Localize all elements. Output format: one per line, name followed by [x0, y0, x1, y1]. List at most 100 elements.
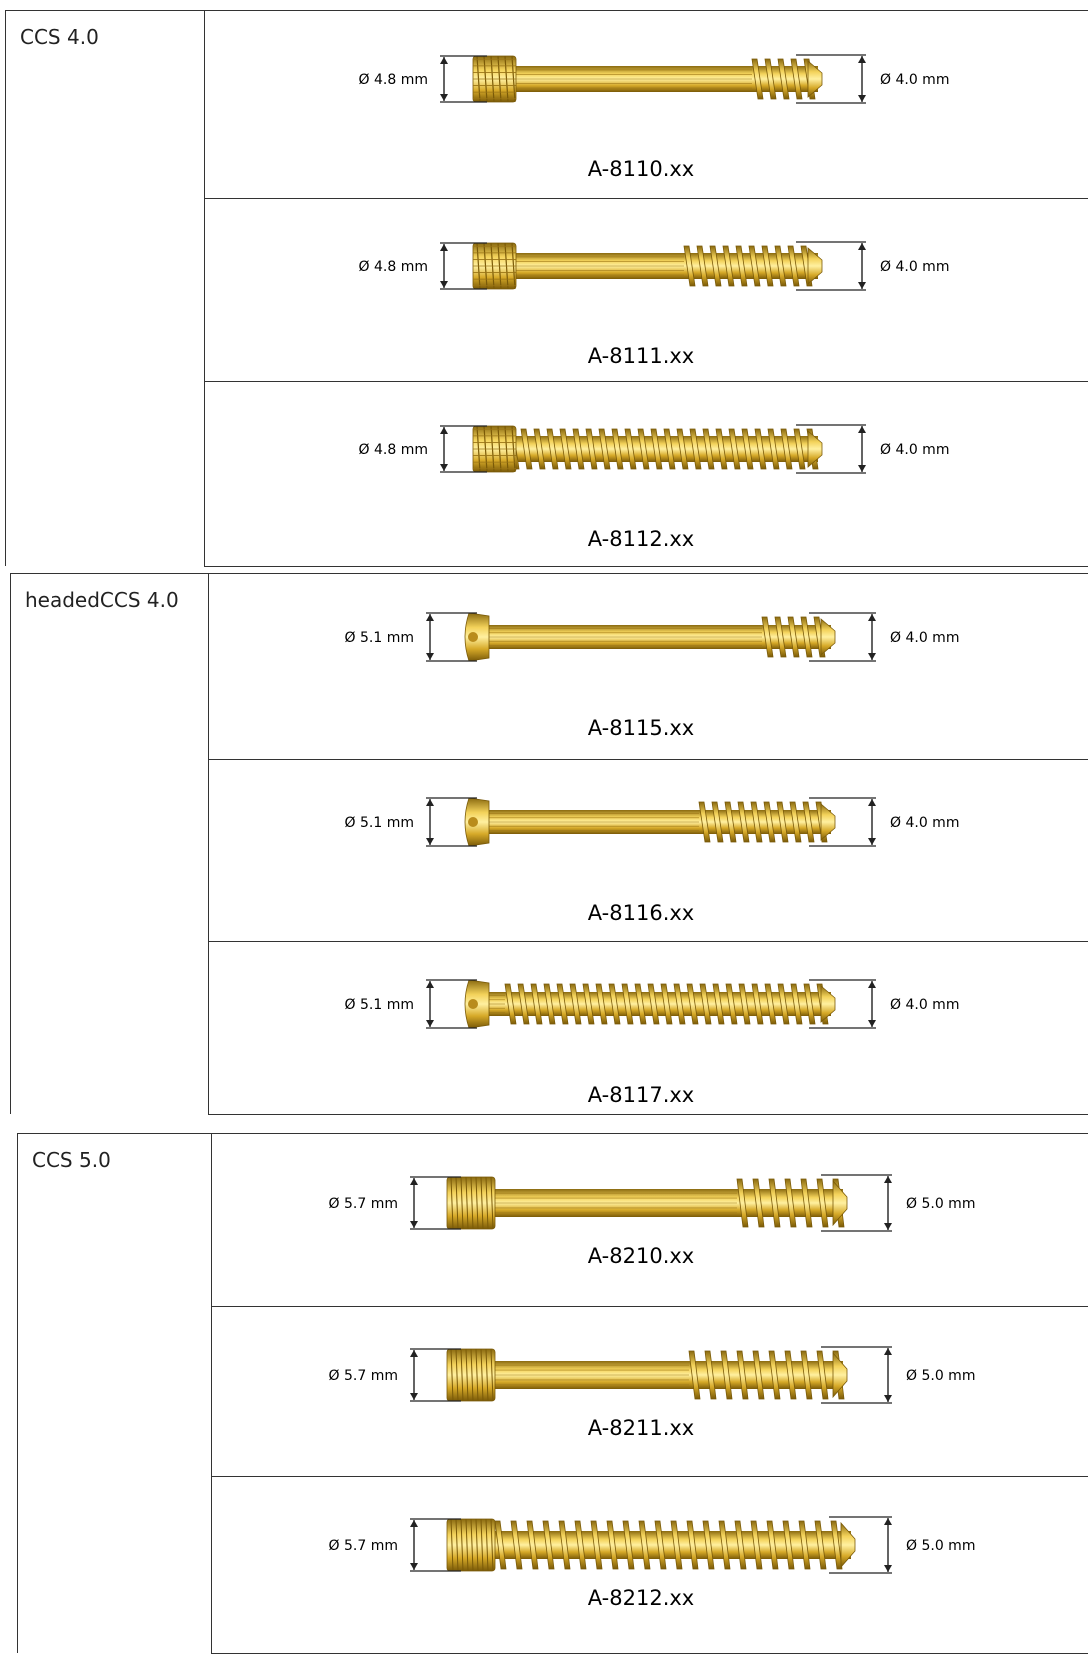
- thread: [624, 428, 637, 470]
- thread: [654, 1520, 667, 1570]
- thread: [720, 1350, 733, 1400]
- dim-arrow: [410, 1178, 418, 1185]
- head-rib: [450, 1348, 454, 1402]
- thread: [517, 983, 530, 1025]
- thread: [737, 801, 750, 843]
- thread: [494, 1520, 507, 1570]
- head-diameter: Ø 4.8 mm: [359, 442, 428, 458]
- thread: [750, 801, 763, 843]
- thread: [606, 1520, 619, 1570]
- thread: [718, 1520, 731, 1570]
- part-number: A-8110.xx: [588, 157, 694, 181]
- dim-arrow: [868, 838, 876, 845]
- dim-arrow: [884, 1176, 892, 1183]
- thread: [608, 983, 621, 1025]
- tip-diameter: Ø 4.0 mm: [890, 630, 959, 646]
- thread: [686, 1520, 699, 1570]
- head-rib: [465, 1348, 469, 1402]
- head-diameter: Ø 5.7 mm: [329, 1368, 398, 1384]
- screw-tip: [807, 247, 823, 285]
- head-rib: [455, 1518, 459, 1572]
- thread: [780, 428, 793, 470]
- thread: [764, 58, 777, 100]
- thread: [676, 428, 689, 470]
- dim-arrow: [410, 1221, 418, 1228]
- thread: [611, 428, 624, 470]
- thread: [702, 1520, 715, 1570]
- dim-arrow: [426, 1020, 434, 1027]
- part-number: A-8116.xx: [588, 901, 694, 925]
- screw-row: Ø 5.7 mm Ø 5.0 mm A-8210.xx: [211, 1134, 1088, 1307]
- dim-arrow: [858, 56, 866, 63]
- thread: [766, 1520, 779, 1570]
- thread: [696, 245, 709, 287]
- thread: [800, 616, 813, 658]
- screw-drawing: Ø 5.7 mm Ø 5.0 mm A-8211.xx: [329, 1346, 975, 1440]
- head-rib: [490, 1518, 494, 1572]
- column-divider: [208, 574, 209, 1114]
- tip-diameter: Ø 4.0 mm: [890, 997, 959, 1013]
- screw-row: Ø 5.7 mm Ø 5.0 mm A-8211.xx: [211, 1306, 1088, 1477]
- thread: [751, 983, 764, 1025]
- head-rib: [465, 1176, 469, 1230]
- thread: [634, 983, 647, 1025]
- screw-drawing: Ø 5.1 mm Ø 4.0 mm A-8115.xx: [345, 612, 959, 740]
- thread: [598, 428, 611, 470]
- thread: [533, 428, 546, 470]
- thread: [689, 428, 702, 470]
- thread: [650, 428, 663, 470]
- thread: [798, 1520, 811, 1570]
- dim-arrow: [884, 1565, 892, 1572]
- thread: [526, 1520, 539, 1570]
- thread: [543, 983, 556, 1025]
- thread: [787, 245, 800, 287]
- tip-diameter: Ø 5.0 mm: [906, 1196, 975, 1212]
- thread: [686, 983, 699, 1025]
- tip-diameter: Ø 4.0 mm: [880, 259, 949, 275]
- thread: [789, 801, 802, 843]
- dim-arrow: [426, 799, 434, 806]
- thread: [750, 1520, 763, 1570]
- dim-arrow: [426, 838, 434, 845]
- thread: [647, 983, 660, 1025]
- head-socket: [468, 632, 478, 642]
- thread: [768, 1350, 781, 1400]
- thread: [622, 1520, 635, 1570]
- thread: [800, 1178, 813, 1228]
- screw-row: Ø 5.7 mm Ø 5.0 mm A-8212.xx: [211, 1476, 1088, 1654]
- thread: [728, 428, 741, 470]
- part-number: A-8115.xx: [588, 716, 694, 740]
- screw-row: Ø 5.1 mm Ø 4.0 mm A-8117.xx: [208, 941, 1088, 1115]
- thread: [777, 983, 790, 1025]
- thread: [830, 1520, 843, 1570]
- head-diameter: Ø 5.1 mm: [345, 630, 414, 646]
- head-diameter: Ø 5.1 mm: [345, 815, 414, 831]
- head-rib: [455, 1348, 459, 1402]
- thread: [787, 616, 800, 658]
- dim-arrow: [868, 981, 876, 988]
- head-rib: [490, 1348, 494, 1402]
- thread: [546, 428, 559, 470]
- dim-arrow: [440, 281, 448, 288]
- screw-tip: [807, 60, 823, 98]
- dim-arrow: [410, 1563, 418, 1570]
- head-rib: [475, 1176, 479, 1230]
- head-diameter: Ø 5.7 mm: [329, 1538, 398, 1554]
- thread: [803, 983, 816, 1025]
- thread: [572, 428, 585, 470]
- part-number: A-8117.xx: [588, 1083, 694, 1107]
- dim-arrow: [868, 799, 876, 806]
- screw-tip: [840, 1521, 856, 1569]
- thread: [559, 428, 572, 470]
- screw-drawing: Ø 4.8 mm Ø 4.0 mm A-8110.xx: [359, 54, 949, 181]
- thread: [638, 1520, 651, 1570]
- group-name: CCS 4.0: [20, 25, 99, 49]
- head-rib: [480, 1518, 484, 1572]
- screw-drawing: Ø 4.8 mm Ø 4.0 mm A-8112.xx: [359, 424, 949, 551]
- thread: [761, 245, 774, 287]
- thread: [774, 245, 787, 287]
- thread: [542, 1520, 555, 1570]
- thread: [752, 1178, 765, 1228]
- dim-arrow: [440, 94, 448, 101]
